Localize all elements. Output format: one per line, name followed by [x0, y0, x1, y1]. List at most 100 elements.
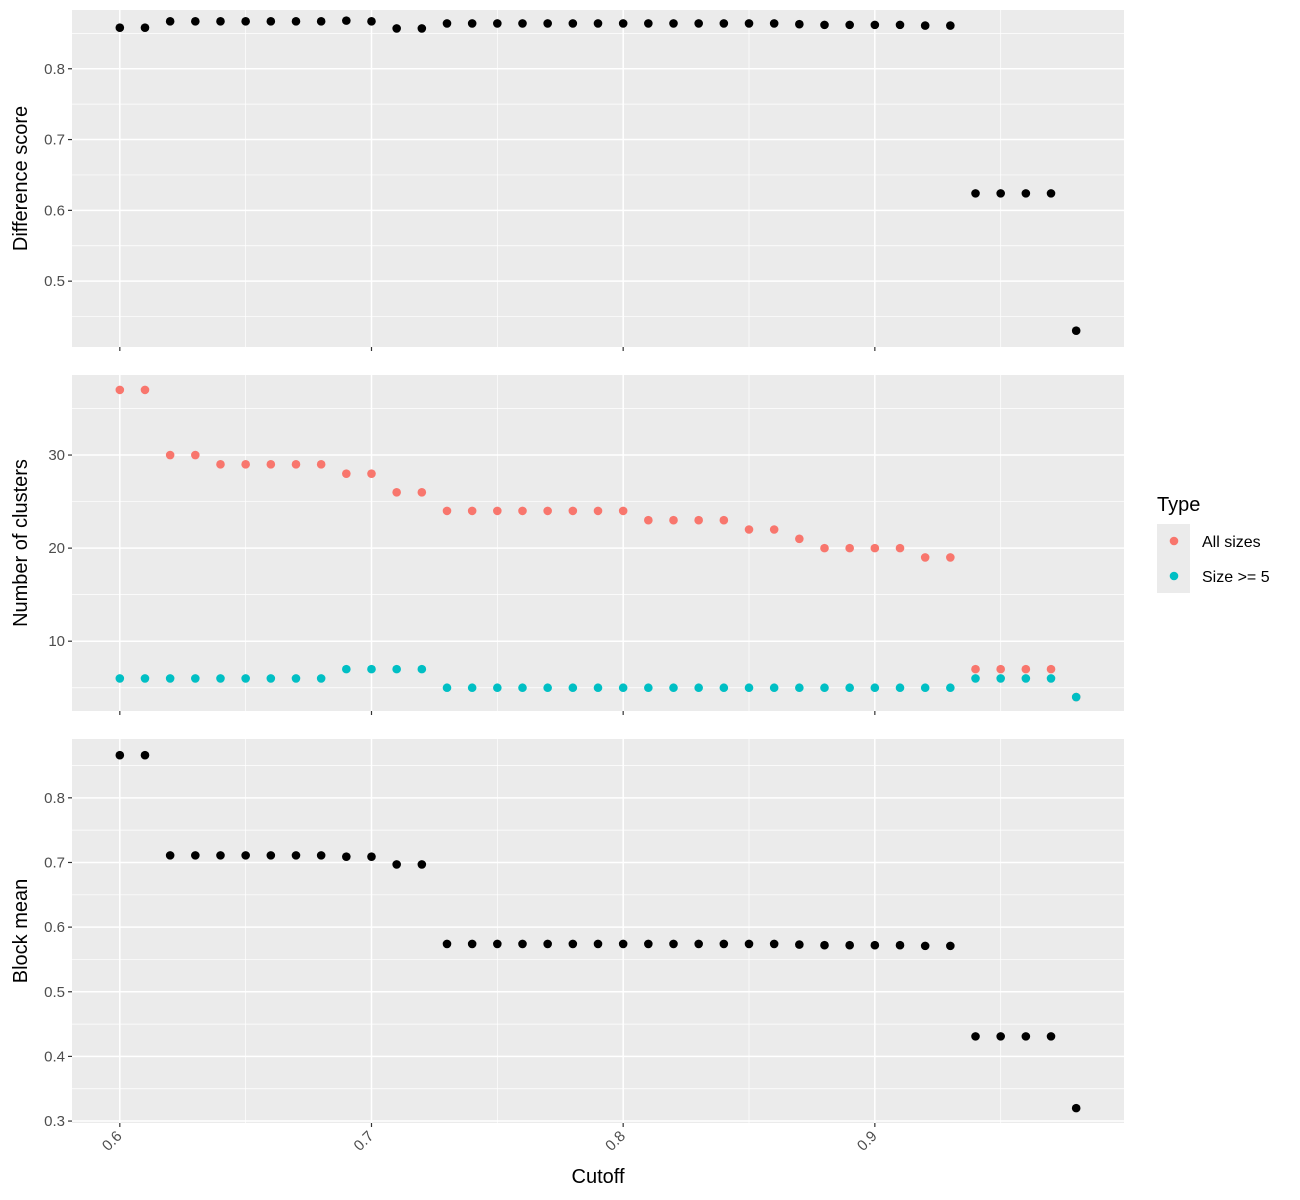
data-point-all-sizes [568, 506, 578, 516]
data-point-size-5 [367, 664, 376, 674]
data-point-all-sizes [870, 543, 880, 553]
data-point-series-1 [568, 939, 578, 949]
data-point-series-1 [216, 17, 225, 26]
data-point-size-5 [920, 683, 930, 693]
data-point-series-1 [795, 940, 804, 949]
data-point-series-1 [820, 20, 829, 30]
data-point-series-1 [946, 21, 955, 30]
data-point-size-5 [291, 674, 301, 683]
data-point-series-1 [115, 23, 125, 32]
data-point-series-1 [291, 851, 301, 860]
data-point-series-1 [895, 20, 905, 30]
data-point-series-1 [417, 24, 427, 33]
data-point-size-5 [518, 683, 527, 693]
data-point-series-1 [191, 17, 200, 26]
data-point-all-sizes [342, 469, 351, 478]
data-point-series-1 [291, 17, 301, 26]
data-point-size-5 [191, 674, 200, 683]
data-point-series-1 [920, 21, 930, 30]
data-point-size-5 [895, 683, 905, 693]
x-axis-title: Cutoff [572, 1166, 625, 1188]
data-point-series-1 [543, 939, 552, 949]
data-point-series-1 [216, 851, 225, 860]
data-point-series-1 [442, 19, 452, 28]
data-point-series-1 [367, 852, 376, 861]
data-point-all-sizes [593, 506, 603, 516]
legend-key-size-5 [1169, 571, 1179, 581]
data-point-series-1 [266, 851, 276, 860]
data-point-size-5 [795, 683, 804, 693]
data-point-series-1 [1021, 189, 1031, 198]
data-point-series-1 [946, 941, 955, 951]
legend-key-all-sizes [1169, 536, 1179, 546]
data-point-size-5 [467, 683, 477, 693]
data-point-series-1 [593, 19, 603, 28]
data-point-size-5 [593, 683, 603, 693]
data-point-series-1 [316, 851, 326, 860]
data-point-series-1 [392, 860, 401, 869]
data-point-series-1 [669, 19, 678, 28]
y-tick-label: 0.3 [44, 1113, 65, 1130]
data-point-series-1 [744, 939, 754, 949]
data-point-size-5 [946, 683, 955, 693]
data-point-size-5 [165, 674, 175, 683]
data-point-size-5 [719, 683, 729, 693]
data-point-series-1 [769, 19, 779, 28]
y-tick-label: 0.4 [44, 1048, 65, 1065]
data-point-series-1 [392, 24, 401, 33]
data-point-all-sizes [820, 543, 829, 553]
data-point-all-sizes [291, 460, 301, 469]
data-point-series-1 [870, 20, 880, 30]
y-tick-label: 30 [48, 447, 65, 464]
y-axis-title: Block mean [10, 879, 32, 984]
data-point-size-5 [316, 674, 326, 683]
data-point-size-5 [1021, 674, 1031, 683]
data-point-series-1 [1046, 1032, 1056, 1041]
panel-background [72, 739, 1124, 1123]
data-point-series-1 [493, 19, 502, 28]
data-point-series-1 [342, 852, 351, 861]
data-point-all-sizes [920, 553, 930, 562]
data-point-size-5 [442, 683, 452, 693]
x-tick-label: 0.6 [99, 1128, 126, 1155]
data-point-all-sizes [165, 450, 175, 460]
data-point-series-1 [694, 19, 703, 28]
y-tick-label: 0.7 [44, 132, 65, 149]
data-point-all-sizes [191, 450, 200, 460]
y-tick-label: 0.6 [44, 202, 65, 219]
y-tick-label: 0.7 [44, 854, 65, 871]
data-point-size-5 [140, 674, 150, 683]
y-axis-title: Number of clusters [10, 459, 32, 627]
data-point-all-sizes [543, 506, 552, 516]
data-point-series-1 [719, 19, 729, 28]
data-point-all-sizes [1021, 664, 1031, 674]
legend-label-size-5: Size >= 5 [1202, 569, 1270, 586]
data-point-size-5 [266, 674, 276, 683]
data-point-size-5 [694, 683, 703, 693]
x-tick-label: 0.9 [854, 1128, 881, 1155]
data-point-all-sizes [769, 525, 779, 534]
data-point-series-1 [241, 17, 250, 26]
data-point-size-5 [543, 683, 552, 693]
y-tick-label: 10 [48, 633, 65, 650]
data-point-series-1 [165, 17, 175, 26]
data-point-all-sizes [140, 385, 150, 395]
data-point-all-sizes [316, 460, 326, 469]
data-point-series-1 [1021, 1032, 1031, 1041]
data-point-all-sizes [417, 487, 427, 497]
legend-title: Type [1157, 494, 1200, 516]
data-point-series-1 [316, 17, 326, 26]
data-point-series-1 [694, 939, 703, 949]
legend-key-background [1157, 524, 1190, 593]
data-point-size-5 [216, 674, 225, 683]
panel-background [72, 375, 1124, 711]
data-point-size-5 [769, 683, 779, 693]
data-point-series-1 [518, 939, 527, 949]
data-point-all-sizes [266, 460, 276, 469]
data-point-all-sizes [669, 515, 678, 525]
data-point-all-sizes [719, 515, 729, 525]
data-point-size-5 [744, 683, 754, 693]
data-point-series-1 [140, 750, 150, 760]
data-point-size-5 [417, 664, 427, 674]
